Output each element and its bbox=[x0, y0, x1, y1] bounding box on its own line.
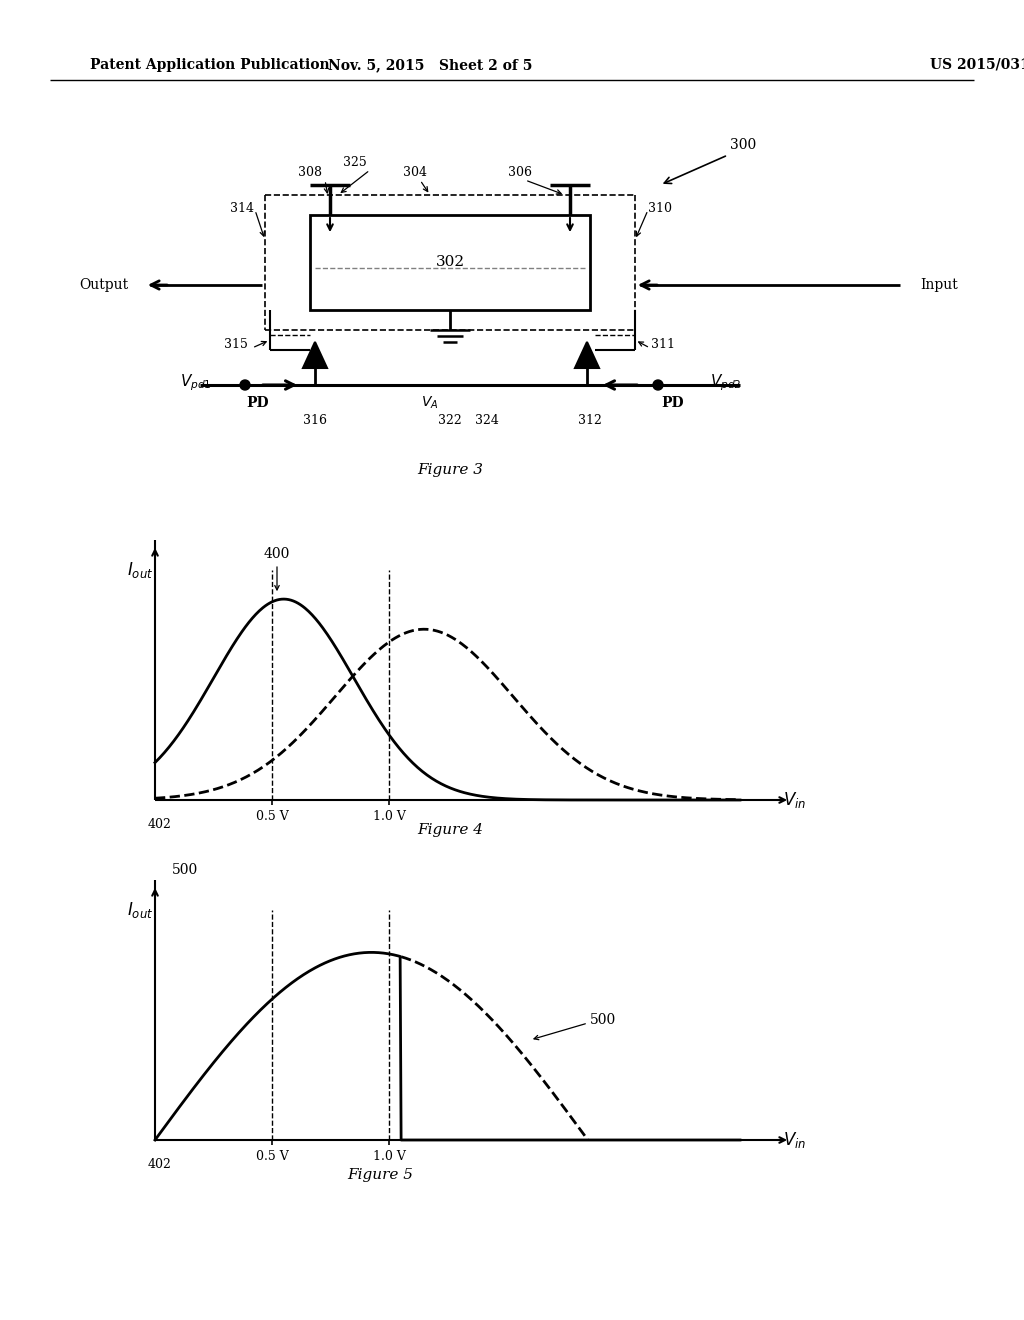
Text: 300: 300 bbox=[730, 139, 757, 152]
Text: $V_{pd1}$: $V_{pd1}$ bbox=[180, 372, 212, 393]
Bar bbox=[310, 215, 590, 310]
Text: 302: 302 bbox=[435, 256, 465, 269]
Text: 308: 308 bbox=[298, 165, 322, 178]
Text: 1.0 V: 1.0 V bbox=[373, 1150, 406, 1163]
Text: PD: PD bbox=[247, 396, 269, 411]
Text: $V_{in}$: $V_{in}$ bbox=[783, 1130, 807, 1150]
Text: PD: PD bbox=[662, 396, 684, 411]
Text: 0.5 V: 0.5 V bbox=[256, 1150, 289, 1163]
Text: 402: 402 bbox=[148, 818, 172, 832]
Text: 325: 325 bbox=[343, 156, 367, 169]
Text: 322: 322 bbox=[438, 413, 462, 426]
Text: 312: 312 bbox=[579, 413, 602, 426]
Circle shape bbox=[240, 380, 250, 389]
Text: Nov. 5, 2015   Sheet 2 of 5: Nov. 5, 2015 Sheet 2 of 5 bbox=[328, 58, 532, 73]
Text: $V_{in}$: $V_{in}$ bbox=[783, 789, 807, 810]
Text: $I_{out}$: $I_{out}$ bbox=[127, 560, 154, 579]
Circle shape bbox=[653, 380, 663, 389]
Text: 316: 316 bbox=[303, 413, 327, 426]
Text: Input: Input bbox=[920, 279, 957, 292]
Text: 500: 500 bbox=[172, 863, 198, 876]
Text: 315: 315 bbox=[224, 338, 248, 351]
Text: 500: 500 bbox=[590, 1012, 616, 1027]
Text: 0.5 V: 0.5 V bbox=[256, 809, 289, 822]
Text: 402: 402 bbox=[148, 1159, 172, 1172]
Text: US 2015/0316796 A1: US 2015/0316796 A1 bbox=[930, 58, 1024, 73]
Text: 304: 304 bbox=[403, 165, 427, 178]
Text: $V_{pd2}$: $V_{pd2}$ bbox=[710, 372, 741, 393]
Polygon shape bbox=[575, 342, 599, 368]
Text: 306: 306 bbox=[508, 165, 532, 178]
Polygon shape bbox=[303, 342, 327, 368]
Text: 310: 310 bbox=[648, 202, 672, 214]
Text: 1.0 V: 1.0 V bbox=[373, 809, 406, 822]
Text: 314: 314 bbox=[230, 202, 254, 214]
Text: Output: Output bbox=[79, 279, 128, 292]
Text: $V_A$: $V_A$ bbox=[421, 395, 438, 412]
Text: 311: 311 bbox=[651, 338, 675, 351]
Text: 324: 324 bbox=[475, 413, 499, 426]
Text: $I_{out}$: $I_{out}$ bbox=[127, 900, 154, 920]
Text: 400: 400 bbox=[264, 546, 290, 561]
Text: Figure 4: Figure 4 bbox=[417, 822, 483, 837]
Text: Patent Application Publication: Patent Application Publication bbox=[90, 58, 330, 73]
Text: Figure 5: Figure 5 bbox=[347, 1168, 413, 1181]
Text: Figure 3: Figure 3 bbox=[417, 463, 483, 477]
